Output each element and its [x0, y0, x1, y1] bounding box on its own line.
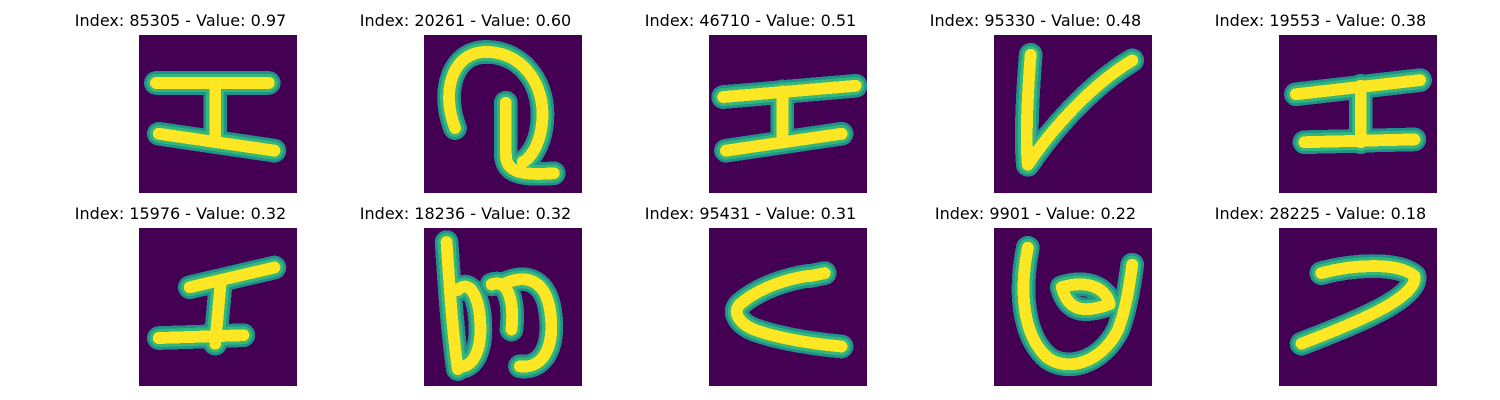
glyph-stroke — [440, 236, 558, 375]
panel-title: Index: 19553 - Value: 0.38 — [1214, 11, 1427, 30]
glyph-image — [139, 35, 297, 193]
image-panel: Index: 19553 - Value: 0.38 — [1178, 11, 1463, 201]
glyph-image — [1279, 228, 1437, 386]
glyph-stroke — [1290, 74, 1426, 149]
glyph-image — [709, 228, 867, 386]
image-panel: Index: 95330 - Value: 0.48 — [893, 11, 1178, 201]
image-panel: Index: 46710 - Value: 0.51 — [608, 11, 893, 201]
glyph-image — [1279, 35, 1437, 193]
panel-title: Index: 15976 - Value: 0.32 — [74, 204, 287, 223]
glyph-stroke — [804, 267, 831, 282]
glyph-stroke — [1017, 241, 1139, 371]
panel-title: Index: 46710 - Value: 0.51 — [644, 11, 857, 30]
glyph-stroke — [1020, 48, 1139, 171]
glyph-stroke — [717, 79, 862, 157]
panel-title: Index: 9901 - Value: 0.22 — [934, 204, 1137, 223]
panel-title: Index: 95330 - Value: 0.48 — [929, 11, 1142, 30]
glyph-stroke — [152, 261, 281, 350]
glyph-stroke — [150, 77, 281, 157]
glyph-stroke — [730, 270, 848, 353]
image-panel: Index: 18236 - Value: 0.32 — [323, 204, 608, 394]
glyph-image — [709, 35, 867, 193]
glyph-stroke — [1055, 278, 1116, 316]
panel-title: Index: 85305 - Value: 0.97 — [74, 11, 287, 30]
panel-title: Index: 95431 - Value: 0.31 — [644, 204, 857, 223]
glyph-stroke — [499, 96, 560, 180]
image-panel: Index: 28225 - Value: 0.18 — [1178, 204, 1463, 394]
glyph-stroke — [1295, 260, 1421, 350]
panel-title: Index: 28225 - Value: 0.18 — [1214, 204, 1427, 223]
glyph-image — [994, 35, 1152, 193]
glyph-image — [994, 228, 1152, 386]
panel-title: Index: 20261 - Value: 0.60 — [359, 11, 572, 30]
image-panel: Index: 95431 - Value: 0.31 — [608, 204, 893, 394]
glyph-stroke — [443, 46, 549, 168]
image-panel: Index: 85305 - Value: 0.97 — [38, 11, 323, 201]
glyph-image — [424, 35, 582, 193]
panel-title: Index: 18236 - Value: 0.32 — [359, 204, 572, 223]
image-panel: Index: 9901 - Value: 0.22 — [893, 204, 1178, 394]
image-panel: Index: 15976 - Value: 0.32 — [38, 204, 323, 394]
glyph-image — [424, 228, 582, 386]
image-panel: Index: 20261 - Value: 0.60 — [323, 11, 608, 201]
glyph-image — [139, 228, 297, 386]
